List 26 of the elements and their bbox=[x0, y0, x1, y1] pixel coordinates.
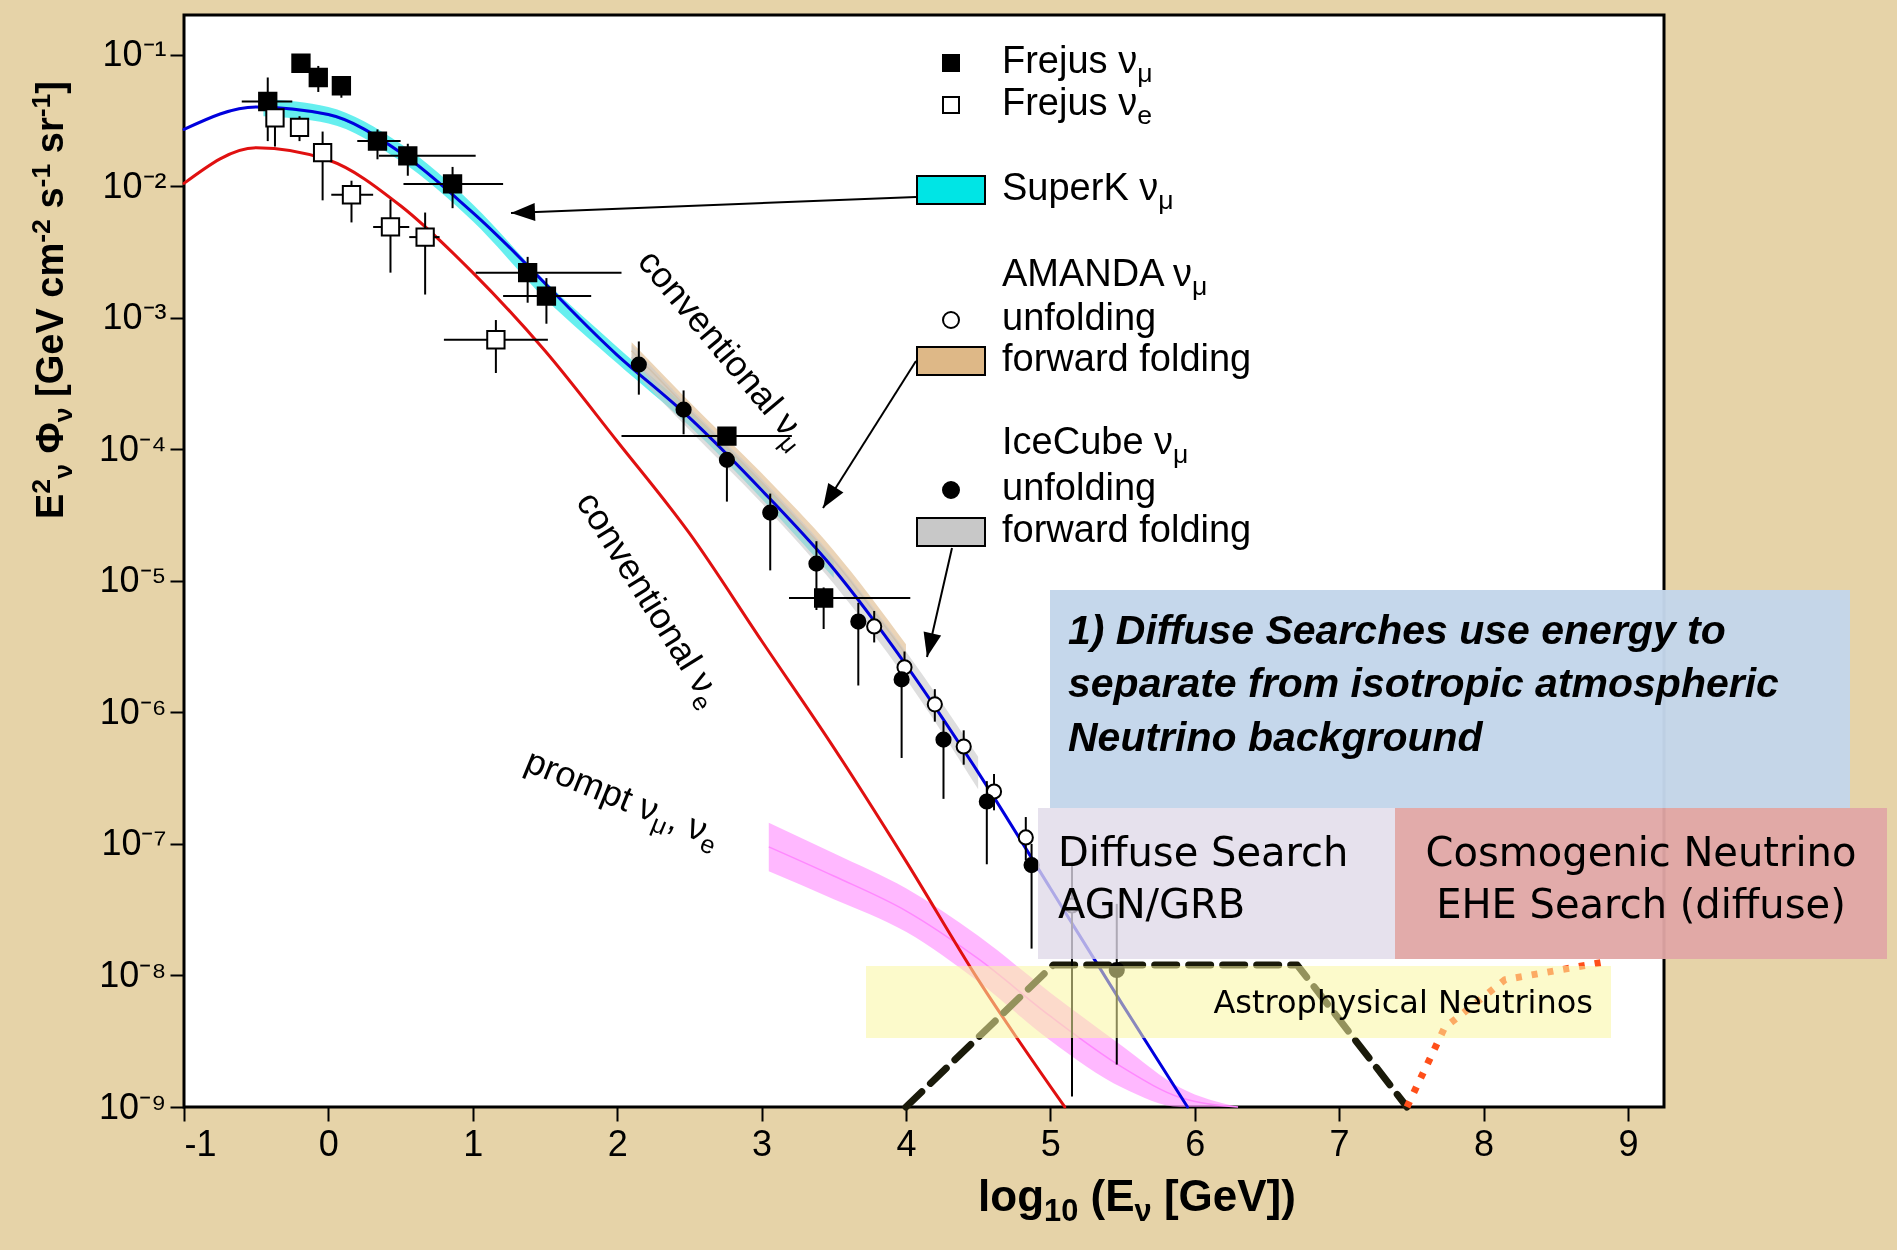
x-tick-label: 6 bbox=[1185, 1122, 1206, 1164]
x-tick-label: 3 bbox=[752, 1122, 773, 1164]
x-tick-label: 2 bbox=[607, 1122, 628, 1164]
y-tick-label: 10⁻² bbox=[102, 164, 167, 206]
x-tick-label: 1 bbox=[463, 1122, 484, 1164]
x-tick-label: -1 bbox=[184, 1122, 217, 1164]
y-tick-label: 10⁻⁵ bbox=[99, 559, 167, 601]
x-tick-label: 9 bbox=[1618, 1122, 1639, 1164]
x-tick-label: 5 bbox=[1040, 1122, 1061, 1164]
x-tick-label: 8 bbox=[1474, 1122, 1495, 1164]
y-tick-label: 10⁻¹ bbox=[102, 33, 167, 75]
legend-label: SuperK ν$_{μ}$ bbox=[1002, 166, 1174, 216]
x-tick-label: 7 bbox=[1329, 1122, 1350, 1164]
annotation: IceCube ν$_{μ}$ bbox=[1002, 420, 1189, 469]
legend-label: unfolding bbox=[1002, 466, 1157, 510]
legend-label: forward folding bbox=[1002, 508, 1252, 552]
y-tick-label: 10⁻³ bbox=[102, 296, 167, 338]
legend-label: forward folding bbox=[1002, 337, 1252, 381]
x-tick-label: 4 bbox=[896, 1122, 917, 1164]
y-tick-label: 10⁻⁹ bbox=[99, 1085, 167, 1127]
y-tick-label: 10⁻⁷ bbox=[101, 822, 167, 864]
y-tick-label: 10⁻⁶ bbox=[99, 690, 167, 732]
y-tick-label: 10⁻⁴ bbox=[98, 427, 167, 469]
x-tick-label: 0 bbox=[318, 1122, 339, 1164]
x-axis-title: log$_{10}$ (E$_{ν}$ [GeV]) bbox=[978, 1171, 1296, 1229]
y-tick-label: 10⁻⁸ bbox=[99, 953, 167, 995]
